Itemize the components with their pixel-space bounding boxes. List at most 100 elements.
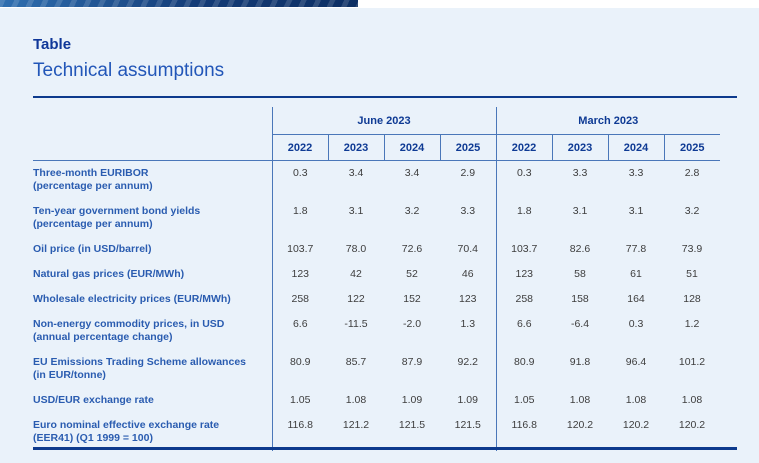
value-cell: 52: [406, 268, 418, 280]
year-header: 2024: [607, 134, 665, 161]
value-cell: 1.08: [625, 394, 647, 406]
row-label-main: Ten-year government bond yields: [33, 205, 201, 217]
year-header: 2025: [439, 134, 497, 161]
value-cell: 123: [271, 262, 328, 287]
year-header: 2024: [383, 134, 440, 161]
value-cell: 158: [571, 293, 589, 305]
value-cell: 3.1: [572, 205, 588, 217]
value-cell: 121.5: [454, 419, 481, 431]
value-cell: 85.7: [345, 356, 367, 368]
column-group-june-2023: June 2023: [271, 107, 497, 135]
value-cell: 78.0: [345, 243, 367, 255]
value-cell: 46: [461, 268, 474, 280]
value-cell: 1.09: [401, 394, 423, 406]
value-cell: 0.3: [628, 318, 644, 330]
value-cell: 42: [350, 268, 362, 280]
divider-top: [33, 96, 737, 98]
value-cell: 1.08: [345, 394, 367, 406]
row-label-sub: (percentage per annum): [33, 180, 153, 192]
row-label: Natural gas prices (EUR/MWh): [33, 262, 272, 287]
value-cell: 3.2: [684, 205, 700, 217]
value-cell: 258: [495, 287, 553, 312]
year-header-row: 2022 2023 2024 2025 2022 2023 2024 2025: [33, 134, 721, 161]
empty-corner-cell: [33, 134, 272, 161]
row-label: Non-energy commodity prices, in USD (annu…: [33, 312, 272, 350]
column-group-march-2023: March 2023: [495, 107, 721, 135]
content-panel: Table Technical assumptions June 2023 Ma…: [0, 8, 759, 463]
row-label-main: Oil price (in USD/barrel): [33, 243, 152, 255]
value-cell: 73.9: [681, 243, 703, 255]
value-cell: 101.2: [678, 356, 706, 368]
value-cell: 120.2: [622, 419, 650, 431]
year-header: 2022: [271, 134, 328, 161]
value-cell: 92.2: [457, 356, 478, 368]
value-cell: 103.7: [495, 237, 553, 262]
value-cell: 6.6: [271, 312, 328, 350]
row-label-sub: (EER41) (Q1 1999 = 100): [33, 432, 153, 444]
row-label-sub: (percentage per annum): [33, 218, 153, 230]
value-cell: 152: [403, 293, 421, 305]
row-label: USD/EUR exchange rate: [33, 388, 272, 413]
row-label: Three-month EURIBOR (percentage per annum…: [33, 161, 272, 200]
value-cell: 120.2: [566, 419, 594, 431]
value-cell: 116.8: [271, 413, 328, 451]
row-label-main: Non-energy commodity prices, in USD: [33, 318, 225, 330]
row-label-sub: (annual percentage change): [33, 331, 173, 343]
value-cell: 3.1: [628, 205, 644, 217]
table-row-three-month-euribor: Three-month EURIBOR (percentage per annum…: [33, 160, 720, 200]
value-cell: 3.2: [404, 205, 420, 217]
value-cell: 1.08: [681, 394, 703, 406]
top-accent-bar: [0, 0, 358, 7]
year-header: 2022: [495, 134, 553, 161]
value-cell: 51: [686, 268, 698, 280]
value-cell: 116.8: [495, 413, 553, 451]
empty-corner-cell: [33, 107, 272, 135]
page-title: Table: [33, 36, 72, 53]
value-cell: 82.6: [569, 243, 591, 255]
row-label: EU Emissions Trading Scheme allowances (i…: [33, 350, 272, 388]
value-cell: 103.7: [271, 237, 328, 262]
value-cell: 80.9: [271, 350, 328, 388]
value-cell: 122: [347, 293, 365, 305]
divider-bottom: [33, 447, 737, 450]
row-label: Ten-year government bond yields (percenta…: [33, 199, 272, 237]
value-cell: -11.5: [344, 318, 368, 330]
value-cell: 1.8: [271, 199, 328, 237]
page-subtitle: Technical assumptions: [33, 60, 225, 81]
value-cell: 3.3: [628, 167, 644, 179]
table-row-oil-price: Oil price (in USD/barrel) 103.7 78.0 72.…: [33, 237, 720, 262]
row-label-main: USD/EUR exchange rate: [33, 394, 154, 406]
value-cell: 72.6: [401, 243, 423, 255]
value-cell: 58: [574, 268, 586, 280]
row-label-main: Wholesale electricity prices (EUR/MWh): [33, 293, 231, 305]
value-cell: 91.8: [569, 356, 591, 368]
column-group-header-row: June 2023 March 2023: [33, 107, 721, 135]
value-cell: -2.0: [402, 318, 422, 330]
value-cell: 121.5: [398, 419, 426, 431]
value-cell: 3.4: [348, 167, 364, 179]
table-row-non-energy-commodity-prices: Non-energy commodity prices, in USD (annu…: [33, 312, 720, 350]
value-cell: 3.3: [460, 205, 476, 217]
value-cell: 1.08: [569, 394, 591, 406]
table-row-wholesale-electricity-prices: Wholesale electricity prices (EUR/MWh) 2…: [33, 287, 720, 312]
row-label-main: Natural gas prices (EUR/MWh): [33, 268, 185, 280]
value-cell: 77.8: [625, 243, 647, 255]
value-cell: 2.9: [460, 167, 476, 179]
row-label-sub: (in EUR/tonne): [33, 369, 106, 381]
value-cell: 6.6: [495, 312, 553, 350]
technical-assumptions-table: June 2023 March 2023 2022 2023 2024 2025…: [33, 107, 721, 451]
value-cell: 164: [627, 293, 645, 305]
table-row-euro-nominal-effective-exchange-rate: Euro nominal effective exchange rate (EER…: [33, 413, 720, 451]
row-label: Euro nominal effective exchange rate (EER…: [33, 413, 272, 451]
value-cell: 121.2: [342, 419, 370, 431]
value-cell: 123: [458, 293, 477, 305]
value-cell: 120.2: [678, 419, 706, 431]
row-label: Oil price (in USD/barrel): [33, 237, 272, 262]
value-cell: 87.9: [401, 356, 423, 368]
row-label-main: EU Emissions Trading Scheme allowances: [33, 356, 246, 368]
table-row-eu-ets-allowances: EU Emissions Trading Scheme allowances (i…: [33, 350, 720, 388]
table-row-ten-year-bond-yields: Ten-year government bond yields (percenta…: [33, 199, 720, 237]
row-label-main: Euro nominal effective exchange rate: [33, 419, 220, 431]
table-row-natural-gas-prices: Natural gas prices (EUR/MWh) 123 42 52 4…: [33, 262, 720, 287]
value-cell: 128: [683, 293, 701, 305]
